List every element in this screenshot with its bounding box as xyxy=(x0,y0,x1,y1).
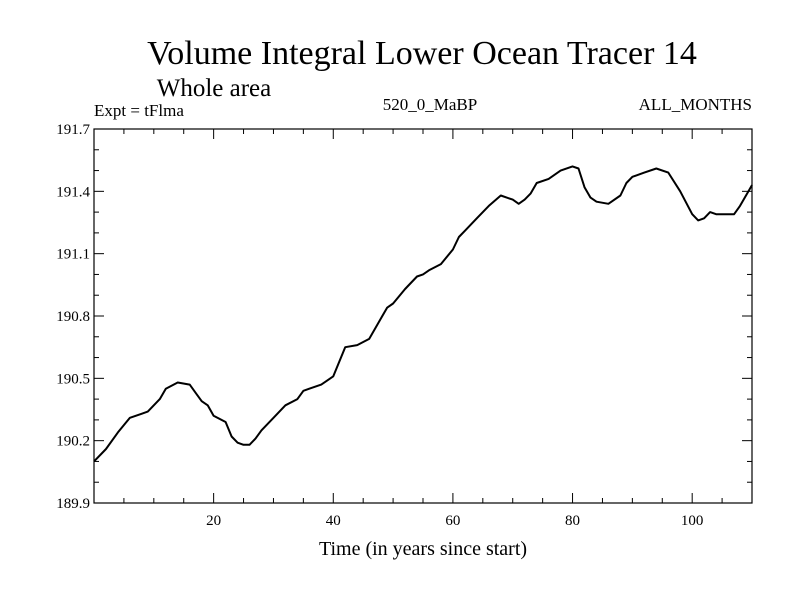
y-tick-label: 191.1 xyxy=(56,247,90,263)
months-label: ALL_MONTHS xyxy=(639,95,752,114)
chart-subtitle: Whole area xyxy=(157,75,272,102)
x-tick-label: 60 xyxy=(445,513,460,529)
x-axis-label: Time (in years since start) xyxy=(319,538,527,560)
x-tick-label: 20 xyxy=(206,513,221,529)
x-tick-label: 100 xyxy=(681,513,704,529)
period-label: 520_0_MaBP xyxy=(383,95,477,114)
y-tick-label: 191.4 xyxy=(56,184,90,200)
x-axis: 20 40 60 80 100 xyxy=(123,129,723,529)
series-line xyxy=(93,165,753,463)
y-tick-label: 189.9 xyxy=(56,496,90,512)
y-tick-label: 190.8 xyxy=(56,309,90,325)
plot-frame xyxy=(93,128,753,504)
x-tick-label: 40 xyxy=(326,513,341,529)
y-tick-label: 191.7 xyxy=(56,122,90,138)
y-tick-label: 190.2 xyxy=(56,434,90,450)
x-tick-label: 80 xyxy=(565,513,580,529)
experiment-label: Expt = tFlma xyxy=(94,101,184,120)
chart-title: Volume Integral Lower Ocean Tracer 14 xyxy=(147,35,697,72)
y-axis: 189.9 190.2 190.5 190.8 191.1 191.4 191.7 xyxy=(56,122,752,512)
y-tick-label: 190.5 xyxy=(56,371,90,387)
